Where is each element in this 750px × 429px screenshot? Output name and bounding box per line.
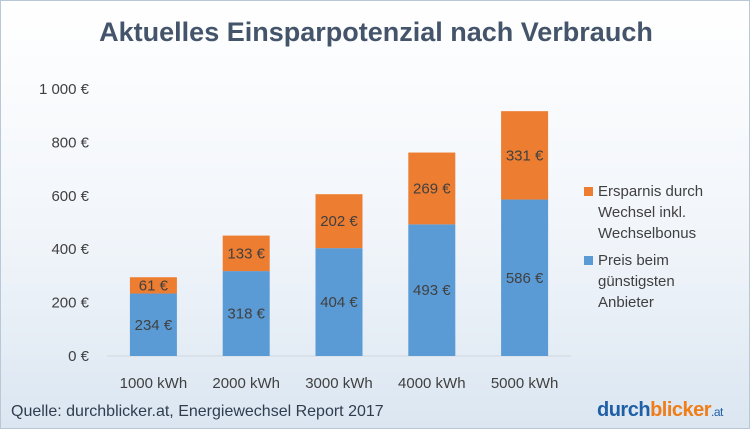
y-tick-label: 0 € bbox=[68, 348, 90, 365]
data-label-savings: 202 € bbox=[320, 213, 358, 230]
legend-label-price-line2: günstigsten bbox=[598, 273, 675, 290]
data-label-price: 493 € bbox=[413, 282, 451, 299]
x-tick-label: 2000 kWh bbox=[212, 375, 280, 392]
data-label-price: 404 € bbox=[320, 294, 358, 311]
logo-text-suffix: .at bbox=[711, 405, 723, 419]
y-tick-label: 400 € bbox=[51, 241, 89, 258]
bar-price bbox=[501, 199, 549, 356]
legend-swatch-savings bbox=[584, 187, 593, 196]
data-label-price: 586 € bbox=[506, 270, 544, 287]
data-label-price: 234 € bbox=[135, 317, 173, 334]
bar-savings bbox=[129, 277, 177, 294]
x-tick-label: 1000 kWh bbox=[120, 375, 188, 392]
legend-label-savings-line3: Wechselbonus bbox=[598, 225, 697, 242]
legend-label-price-line3: Anbieter bbox=[598, 294, 654, 311]
y-tick-label: 200 € bbox=[51, 295, 89, 312]
bar-savings bbox=[408, 152, 456, 225]
bar-price bbox=[222, 271, 270, 356]
bar-price bbox=[408, 224, 456, 356]
bar-savings bbox=[315, 194, 363, 249]
x-tick-label: 3000 kWh bbox=[305, 375, 373, 392]
legend-label-savings-line2: Wechsel inkl. bbox=[598, 204, 687, 221]
y-tick-label: 1 000 € bbox=[39, 81, 90, 98]
x-tick-label: 5000 kWh bbox=[491, 375, 559, 392]
y-tick-label: 800 € bbox=[51, 134, 89, 151]
bar-price bbox=[315, 248, 363, 356]
data-label-savings: 133 € bbox=[227, 245, 265, 262]
legend-item-price: Preis beim günstigsten Anbieter bbox=[584, 250, 744, 313]
legend-swatch-price bbox=[584, 256, 593, 265]
chart-title: Aktuelles Einsparpotenzial nach Verbrauc… bbox=[99, 17, 653, 47]
data-label-price: 318 € bbox=[227, 306, 265, 323]
brand-logo: durchblicker.at bbox=[597, 399, 723, 422]
y-tick-label: 600 € bbox=[51, 188, 89, 205]
legend-label-savings-line1: Ersparnis durch bbox=[598, 183, 704, 200]
x-tick-label: 4000 kWh bbox=[398, 375, 466, 392]
bar-savings bbox=[501, 111, 549, 200]
legend-label-price-line1: Preis beim bbox=[598, 252, 669, 269]
legend: Ersparnis durch Wechsel inkl. Wechselbon… bbox=[584, 181, 744, 319]
logo-text-main: durch bbox=[597, 399, 651, 421]
bar-savings bbox=[222, 235, 270, 272]
data-label-savings: 61 € bbox=[139, 277, 169, 294]
data-label-savings: 331 € bbox=[506, 147, 544, 164]
bar-price bbox=[129, 293, 177, 356]
logo-text-accent: blicker bbox=[650, 399, 712, 421]
source-note: Quelle: durchblicker.at, Energiewechsel … bbox=[11, 403, 384, 420]
data-label-savings: 269 € bbox=[413, 180, 451, 197]
legend-item-savings: Ersparnis durch Wechsel inkl. Wechselbon… bbox=[584, 181, 744, 244]
